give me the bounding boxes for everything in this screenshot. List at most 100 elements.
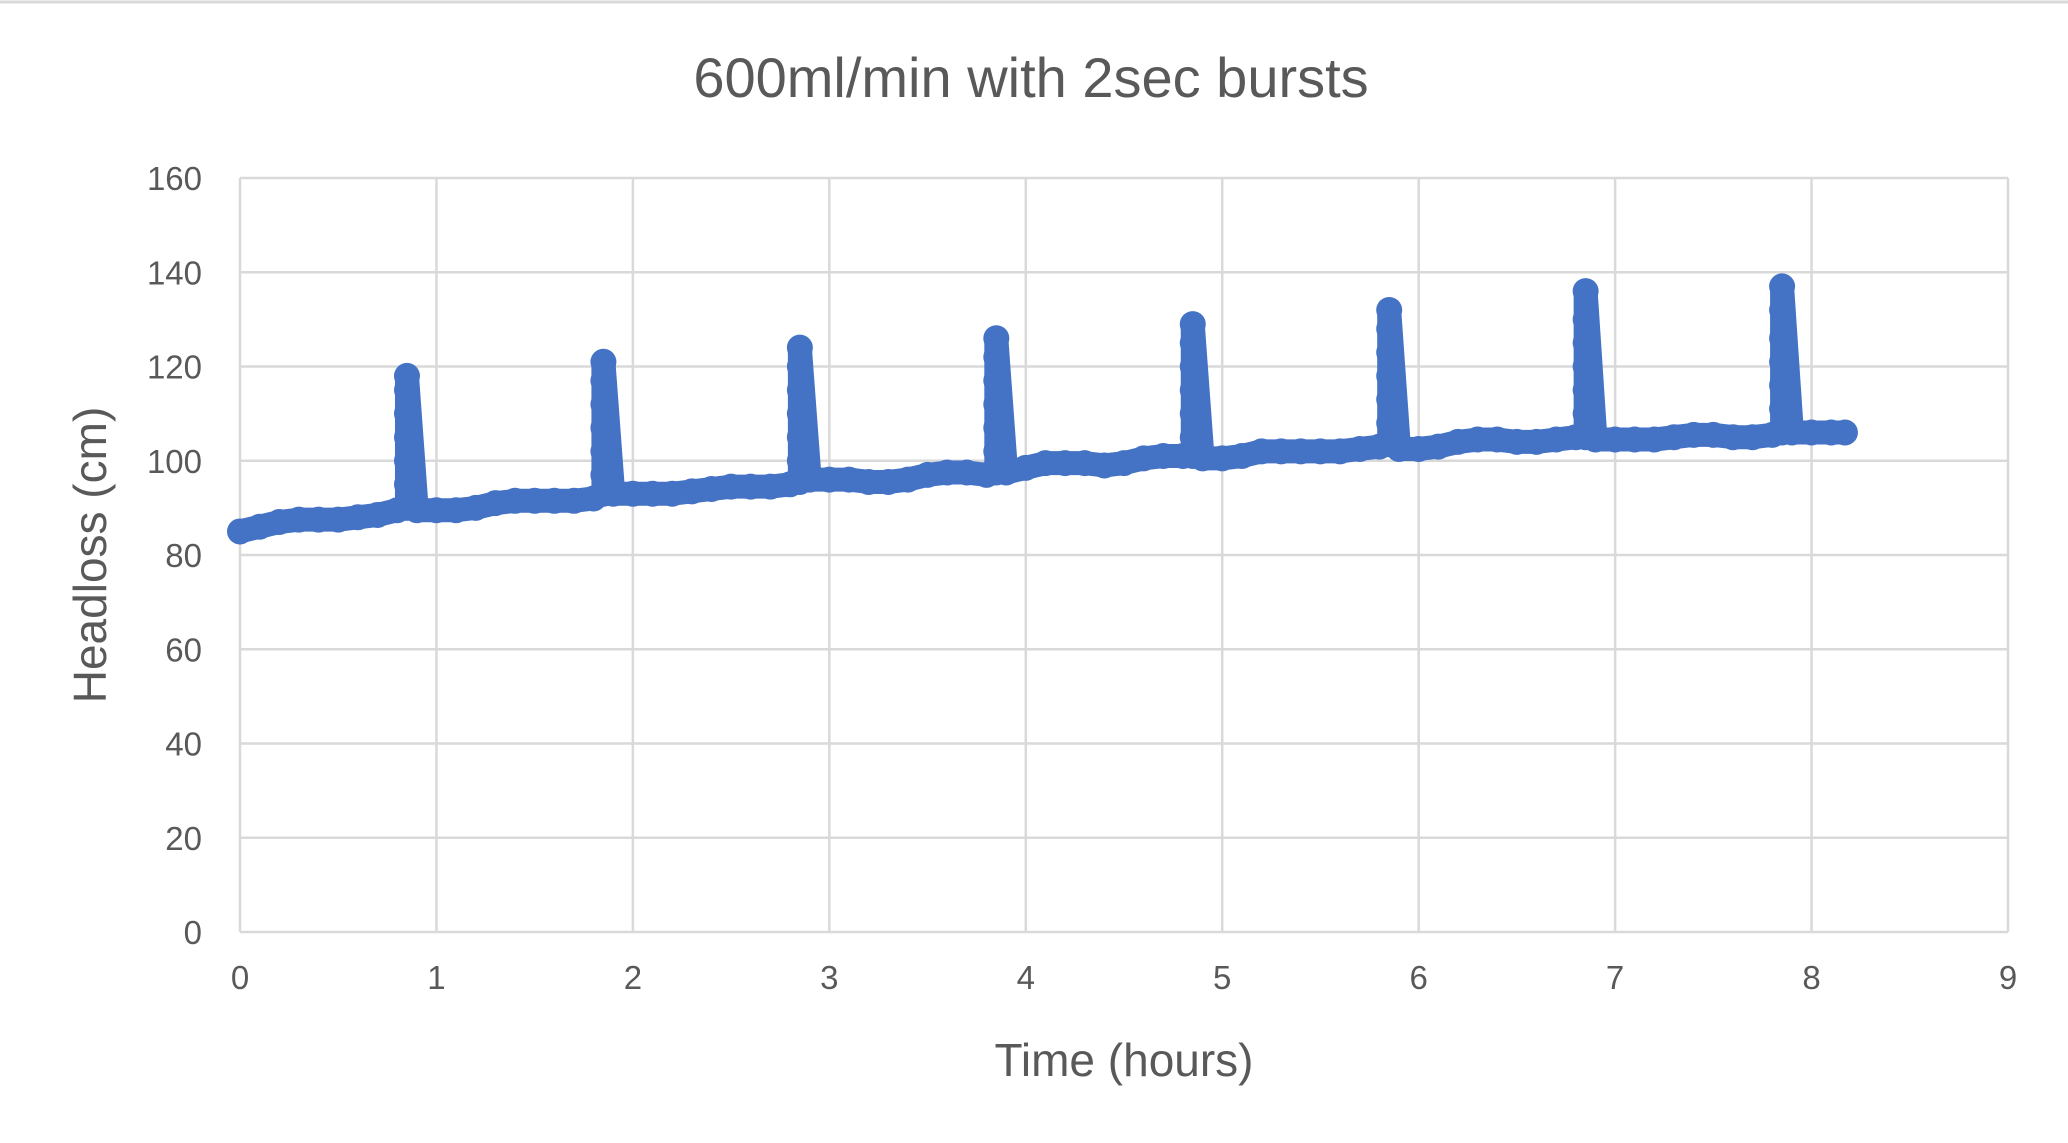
data-point xyxy=(1307,438,1334,465)
data-point xyxy=(1719,424,1746,451)
data-point xyxy=(1769,395,1796,422)
data-point xyxy=(1425,433,1452,460)
data-point xyxy=(1111,450,1137,477)
data-point xyxy=(560,487,587,514)
data-point xyxy=(1248,438,1275,465)
data-point xyxy=(757,473,784,500)
x-tick-label: 0 xyxy=(231,959,249,996)
data-point xyxy=(393,362,420,389)
x-tick-label: 9 xyxy=(1999,959,2017,996)
data-point xyxy=(1621,426,1648,453)
data-point xyxy=(1769,325,1796,352)
x-tick-label: 4 xyxy=(1017,959,1035,996)
data-point xyxy=(1484,426,1511,453)
data-point xyxy=(953,459,980,486)
data-point xyxy=(786,353,813,380)
data-point xyxy=(1179,311,1206,338)
y-tick-label: 140 xyxy=(147,254,202,291)
data-point xyxy=(983,344,1010,371)
data-point xyxy=(934,459,961,486)
data-point xyxy=(1376,386,1403,413)
data-point xyxy=(1572,329,1599,356)
data-point xyxy=(1769,296,1796,323)
data-point xyxy=(393,447,420,474)
data-point xyxy=(1130,445,1157,472)
data-point xyxy=(983,391,1010,418)
series-trace xyxy=(228,274,1857,544)
data-point xyxy=(1268,438,1295,465)
data-point xyxy=(1543,426,1570,453)
data-point xyxy=(1179,329,1206,356)
data-point xyxy=(364,501,391,528)
data-point xyxy=(403,497,430,524)
data-point xyxy=(796,466,823,493)
data-point xyxy=(344,504,371,531)
data-point xyxy=(1769,372,1796,399)
x-axis-title: Time (hours) xyxy=(995,1034,1254,1086)
data-point xyxy=(639,480,666,507)
data-point xyxy=(993,459,1020,486)
data-series xyxy=(227,273,1858,545)
data-point xyxy=(1582,426,1609,453)
data-point xyxy=(1572,306,1599,333)
data-point xyxy=(1769,273,1796,300)
data-point xyxy=(246,513,273,540)
data-point xyxy=(1386,435,1413,462)
data-point xyxy=(1091,452,1118,479)
data-point xyxy=(325,506,352,533)
y-axis-title: Headloss (cm) xyxy=(64,407,116,704)
x-tick-label: 2 xyxy=(624,959,642,996)
data-point xyxy=(786,334,813,361)
x-tick-label: 5 xyxy=(1213,959,1231,996)
data-point xyxy=(786,400,813,427)
data-point xyxy=(786,377,813,404)
data-point xyxy=(1376,296,1403,323)
data-point xyxy=(816,466,843,493)
x-tick-label: 6 xyxy=(1409,959,1427,996)
data-point xyxy=(1503,428,1530,455)
data-point xyxy=(1602,426,1629,453)
data-point xyxy=(1346,435,1373,462)
data-point xyxy=(1179,377,1206,404)
y-tick-label: 0 xyxy=(184,914,202,951)
data-point xyxy=(983,325,1010,352)
data-point xyxy=(1798,419,1825,446)
data-point xyxy=(659,480,686,507)
y-tick-label: 40 xyxy=(165,726,202,763)
data-point xyxy=(1769,348,1796,375)
data-point xyxy=(423,497,450,524)
x-tick-label: 8 xyxy=(1802,959,1820,996)
data-point xyxy=(1052,450,1079,477)
x-tick-label: 1 xyxy=(427,959,445,996)
x-tick-label: 7 xyxy=(1606,959,1624,996)
y-tick-label: 120 xyxy=(147,349,202,386)
data-point xyxy=(285,506,312,533)
data-point xyxy=(1287,438,1314,465)
data-point xyxy=(1405,435,1432,462)
chart-title: 600ml/min with 2sec bursts xyxy=(693,46,1368,109)
data-point xyxy=(393,400,420,427)
data-point xyxy=(1572,353,1599,380)
data-point xyxy=(1778,419,1805,446)
data-point xyxy=(1572,400,1599,427)
data-point xyxy=(393,424,420,451)
data-point xyxy=(737,473,764,500)
data-point xyxy=(1071,450,1098,477)
data-point xyxy=(1464,426,1491,453)
data-point xyxy=(1209,445,1236,472)
data-point xyxy=(914,461,941,488)
data-point xyxy=(590,391,617,418)
data-point xyxy=(894,466,921,493)
data-point xyxy=(678,478,705,505)
data-point xyxy=(1012,454,1039,481)
data-point xyxy=(266,509,293,536)
data-point xyxy=(1327,438,1354,465)
data-point xyxy=(462,494,489,521)
data-point xyxy=(590,414,617,441)
data-point xyxy=(1376,339,1403,366)
data-point xyxy=(1179,424,1206,451)
data-point xyxy=(875,468,902,495)
data-point xyxy=(521,487,548,514)
data-point xyxy=(786,424,813,451)
